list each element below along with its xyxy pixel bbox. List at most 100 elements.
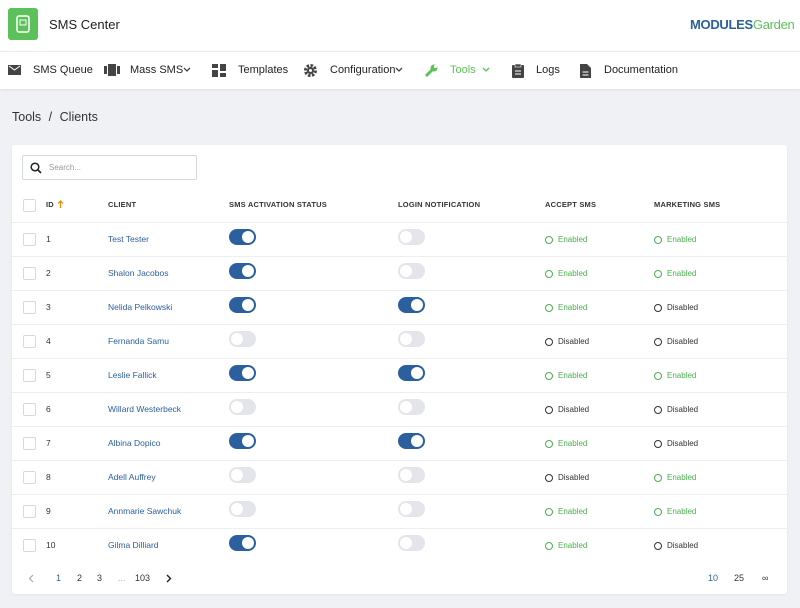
toggle[interactable]: [398, 535, 425, 551]
toggle[interactable]: [398, 297, 425, 313]
nav-item[interactable]: Mass SMS: [130, 64, 184, 76]
status-dot: [654, 338, 662, 346]
client-link[interactable]: Adell Auffrey: [108, 472, 156, 482]
client-link[interactable]: Albina Dopico: [108, 438, 161, 448]
page-size[interactable]: 25: [734, 573, 745, 583]
page-link: ...: [118, 573, 126, 583]
page-link[interactable]: 3: [97, 573, 103, 583]
toggle[interactable]: [229, 263, 256, 279]
status-dot: [654, 406, 662, 414]
toggle[interactable]: [398, 263, 425, 279]
toggle[interactable]: [398, 433, 425, 449]
icon: [580, 64, 591, 78]
id-cell: 5: [46, 370, 51, 380]
checkbox[interactable]: [23, 437, 36, 450]
toggle[interactable]: [229, 501, 256, 517]
toggle[interactable]: [398, 365, 425, 381]
toggle-knob: [231, 333, 243, 345]
nav-item[interactable]: SMS Queue: [33, 64, 93, 76]
status-dot: [545, 236, 553, 244]
row-divider: [12, 256, 787, 257]
checkbox[interactable]: [23, 403, 36, 416]
search-placeholder: Search...: [49, 163, 82, 172]
nav-item[interactable]: Logs: [536, 64, 560, 76]
toggle-knob: [411, 367, 423, 379]
icon: [424, 64, 438, 78]
toggle[interactable]: [229, 399, 256, 415]
checkbox[interactable]: [23, 267, 36, 280]
id-cell: 3: [46, 302, 51, 312]
id-cell: 9: [46, 506, 51, 516]
toggle-knob: [242, 367, 254, 379]
client-link[interactable]: Test Tester: [108, 234, 149, 244]
checkbox[interactable]: [23, 471, 36, 484]
chevron: [395, 67, 403, 72]
top-bar: SMS Center MODULESGarden: [0, 0, 800, 52]
toggle[interactable]: [229, 229, 256, 245]
toggle[interactable]: [229, 297, 256, 313]
status-text: Disabled: [667, 303, 699, 312]
next[interactable]: [166, 574, 172, 583]
nav-item[interactable]: Configuration: [330, 64, 396, 76]
status-dot: [545, 406, 553, 414]
toggle-knob: [400, 333, 412, 345]
client-link[interactable]: Gilma Dilliard: [108, 540, 159, 550]
column-header[interactable]: ID: [46, 200, 54, 209]
status-dot: [654, 474, 662, 482]
checkbox[interactable]: [23, 233, 36, 246]
toggle-knob: [400, 503, 412, 515]
toggle[interactable]: [398, 467, 425, 483]
search-input[interactable]: Search...: [22, 155, 197, 180]
page-size[interactable]: 10: [708, 573, 719, 583]
client-link[interactable]: Shalon Jacobos: [108, 268, 169, 278]
status-text: Enabled: [667, 269, 697, 278]
toggle[interactable]: [398, 331, 425, 347]
status-dot: [545, 338, 553, 346]
checkbox[interactable]: [23, 301, 36, 314]
id-cell: 1: [46, 234, 51, 244]
page-size[interactable]: ∞: [762, 573, 769, 583]
status-dot: [545, 440, 553, 448]
toggle[interactable]: [398, 399, 425, 415]
status-dot: [654, 304, 662, 312]
page-link[interactable]: 1: [56, 573, 62, 583]
checkbox[interactable]: [23, 505, 36, 518]
page-link[interactable]: 2: [77, 573, 83, 583]
checkbox[interactable]: [23, 335, 36, 348]
row-divider: [12, 358, 787, 359]
nav-item[interactable]: Documentation: [604, 64, 678, 76]
client-link[interactable]: Nelida Pelkowski: [108, 302, 173, 312]
toggle[interactable]: [229, 365, 256, 381]
status-dot: [654, 542, 662, 550]
toggle-knob: [231, 401, 243, 413]
id-cell: 4: [46, 336, 51, 346]
row-divider: [12, 324, 787, 325]
client-link[interactable]: Willard Westerbeck: [108, 404, 182, 414]
app-title: SMS Center: [49, 17, 120, 32]
toggle-knob: [231, 503, 243, 515]
client-link[interactable]: Fernanda Samu: [108, 336, 169, 346]
checkbox[interactable]: [23, 199, 36, 212]
toggle[interactable]: [229, 331, 256, 347]
checkbox[interactable]: [23, 539, 36, 552]
toggle[interactable]: [229, 433, 256, 449]
toggle[interactable]: [398, 229, 425, 245]
toggle-knob: [400, 537, 412, 549]
status-text: Disabled: [558, 473, 590, 482]
toggle[interactable]: [229, 467, 256, 483]
breadcrumb-item[interactable]: Tools: [12, 110, 42, 124]
nav-item-active[interactable]: Tools: [450, 64, 476, 76]
row-divider: [12, 392, 787, 393]
checkbox[interactable]: [23, 369, 36, 382]
client-link[interactable]: Leslie Fallick: [108, 370, 157, 380]
toggle[interactable]: [398, 501, 425, 517]
status-dot: [545, 270, 553, 278]
page-link[interactable]: 103: [135, 573, 151, 583]
nav-item[interactable]: Templates: [238, 64, 289, 76]
status-dot: [545, 508, 553, 516]
id-cell: 6: [46, 404, 51, 414]
prev[interactable]: [28, 574, 34, 583]
toggle-knob: [242, 537, 254, 549]
client-link[interactable]: Annmarie Sawchuk: [108, 506, 182, 516]
toggle[interactable]: [229, 535, 256, 551]
